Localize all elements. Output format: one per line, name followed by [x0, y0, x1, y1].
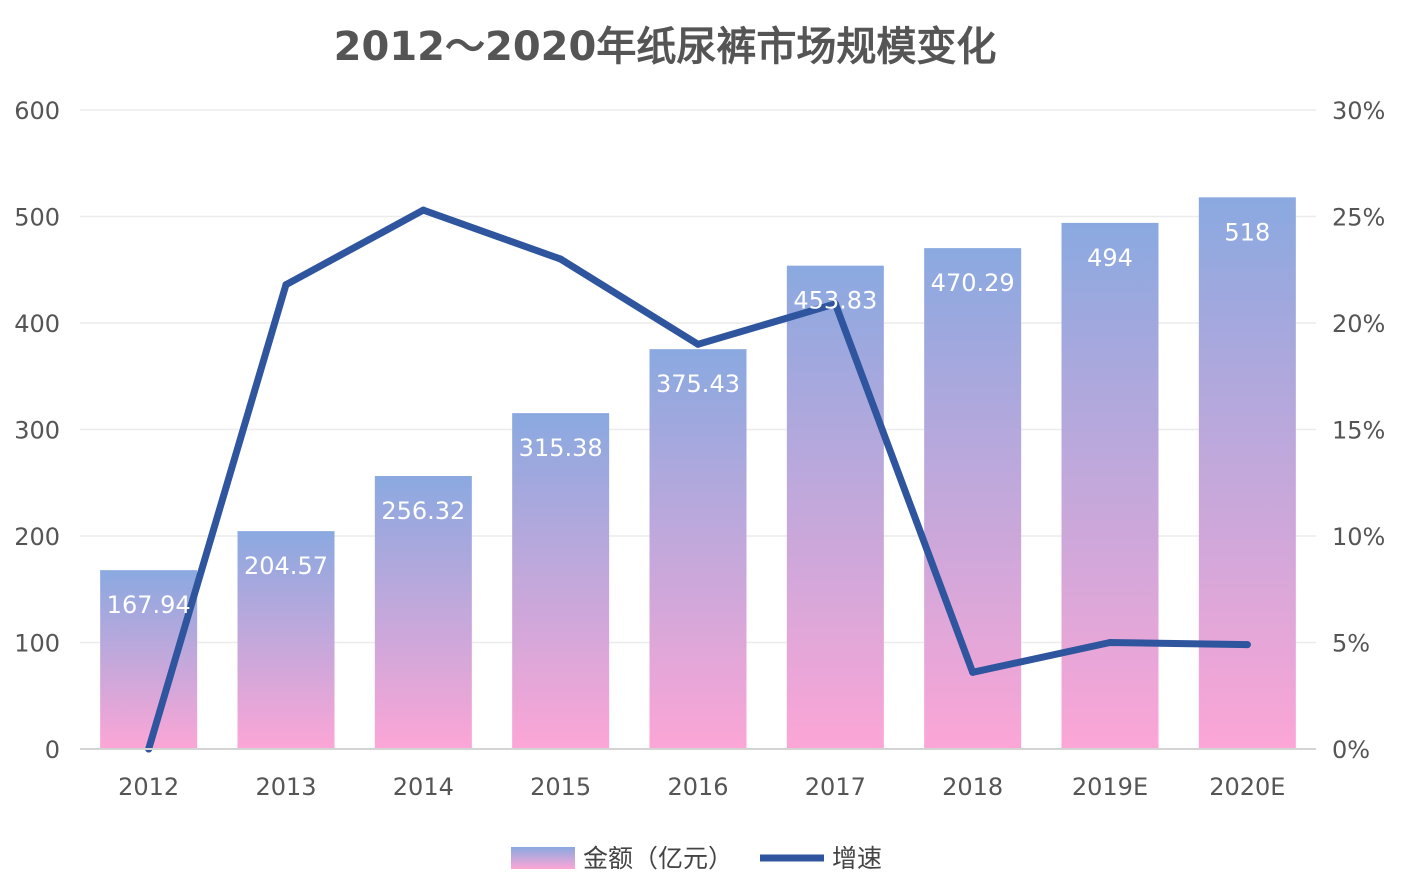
y-right-tick-label: 10% — [1332, 523, 1385, 551]
x-tick-label: 2016 — [667, 773, 728, 801]
bar-data-label: 204.57 — [244, 552, 328, 580]
bar-data-label: 518 — [1224, 218, 1270, 246]
chart-title: 2012～2020年纸尿裤市场规模变化 — [333, 24, 997, 70]
y-left-tick-label: 200 — [14, 523, 60, 551]
bar — [1061, 222, 1159, 749]
y-right-tick-label: 20% — [1332, 310, 1385, 338]
y-right-tick-label: 25% — [1332, 204, 1385, 232]
bar — [374, 476, 472, 749]
growth-point — [1106, 639, 1114, 646]
y-right-tick-label: 15% — [1332, 417, 1385, 445]
growth-point — [969, 668, 977, 676]
y-left-tick-label: 0 — [45, 736, 60, 764]
bar — [786, 265, 884, 749]
growth-point — [282, 281, 290, 289]
bar-data-label: 315.38 — [519, 434, 603, 462]
bar — [237, 531, 335, 749]
growth-point — [694, 340, 702, 348]
bar-data-label: 375.43 — [656, 370, 740, 398]
x-tick-label: 2020E — [1209, 773, 1285, 801]
growth-point — [557, 255, 565, 263]
x-tick-label: 2019E — [1072, 773, 1148, 801]
legend-label-amount: 金额（亿元） — [583, 844, 733, 873]
y-left-tick-label: 400 — [14, 310, 60, 338]
bar-data-label: 256.32 — [381, 497, 465, 525]
growth-point — [419, 206, 427, 214]
legend[interactable]: 金额（亿元） 增速 — [511, 844, 882, 873]
x-tick-label: 2014 — [393, 773, 454, 801]
bar — [512, 413, 610, 749]
x-tick-label: 2012 — [118, 773, 179, 801]
line-layer — [145, 206, 1251, 753]
bar-data-label: 167.94 — [107, 591, 191, 619]
bar — [1198, 197, 1296, 749]
y-left-tick-label: 600 — [14, 97, 60, 125]
y-right-tick-label: 5% — [1332, 630, 1370, 658]
bar — [100, 570, 198, 749]
bar — [649, 349, 747, 749]
growth-point — [1243, 641, 1251, 649]
bar-data-label: 470.29 — [931, 269, 1015, 297]
bar-data-label: 494 — [1087, 244, 1133, 272]
y-right-tick-label: 0% — [1332, 736, 1370, 764]
y-left-tick-label: 500 — [14, 204, 60, 232]
x-tick-label: 2015 — [530, 773, 591, 801]
axis-layer: 0 100 200 300 400 500 600 0% 5% 10% 15% 20% 25% 30% 20… — [14, 97, 1385, 801]
bar-data-label: 453.83 — [793, 287, 877, 315]
label-layer: 167.94 204.57 256.32 315.38 375.43 453.83 470.… — [107, 218, 1271, 619]
bar-layer — [100, 197, 1296, 749]
x-tick-label: 2017 — [805, 773, 866, 801]
y-right-tick-label: 30% — [1332, 97, 1385, 125]
legend-label-growth: 增速 — [832, 844, 882, 873]
x-tick-label: 2018 — [942, 773, 1003, 801]
y-left-tick-label: 100 — [14, 630, 60, 658]
growth-point — [831, 300, 839, 308]
x-tick-label: 2013 — [255, 773, 316, 801]
legend-swatch-amount — [511, 847, 575, 869]
y-left-tick-label: 300 — [14, 417, 60, 445]
